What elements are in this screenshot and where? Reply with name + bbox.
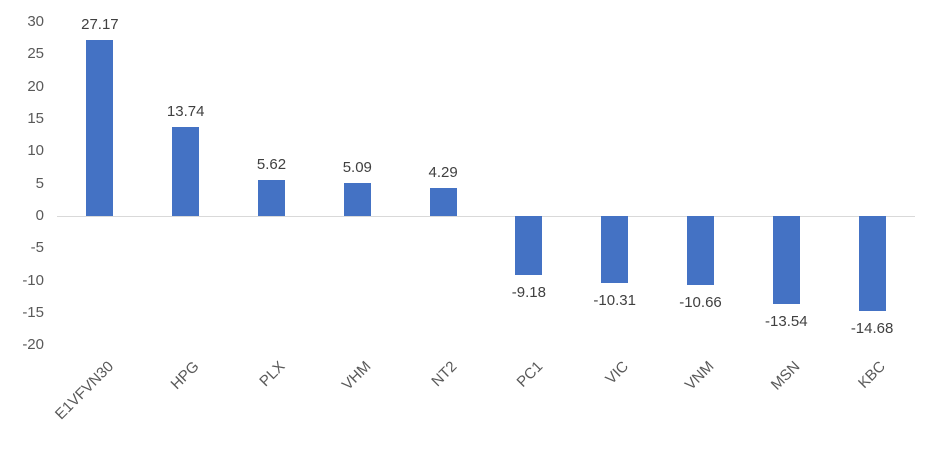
value-label: -14.68 — [850, 319, 894, 337]
y-tick-label: 10 — [27, 142, 44, 160]
y-tick-label: 25 — [27, 45, 44, 63]
value-label: 13.74 — [166, 103, 205, 121]
value-label: -10.66 — [679, 293, 722, 311]
y-tick-label: 30 — [27, 13, 44, 30]
x-category-label: KBC — [855, 358, 890, 392]
bar-vnm — [687, 216, 714, 285]
x-category-label: PC1 — [513, 358, 546, 391]
y-tick-label: 0 — [35, 207, 44, 224]
value-label: 27.17 — [81, 16, 119, 34]
bar-hpg — [172, 127, 200, 216]
bar-vhm — [343, 183, 371, 216]
x-category-label: VNM — [681, 358, 718, 394]
bar-vic — [601, 216, 629, 283]
x-category-label: VIC — [602, 358, 632, 388]
x-category-label: NT2 — [428, 358, 461, 391]
value-label: 5.09 — [342, 159, 372, 177]
bar-e1vfvn30 — [86, 40, 114, 216]
y-tick-label: -10 — [22, 271, 44, 289]
y-tick-label: -20 — [22, 336, 44, 354]
x-category-label: E1VFVN30 — [51, 358, 117, 424]
value-label: 4.29 — [428, 164, 458, 182]
x-category-label: PLX — [256, 358, 289, 391]
bar-pc1 — [515, 216, 543, 276]
y-tick-label: 15 — [27, 110, 44, 127]
y-tick-label: 5 — [35, 174, 44, 192]
x-category-label: HPG — [167, 358, 203, 394]
bar-kbc — [858, 216, 886, 311]
x-category-label: MSN — [767, 358, 804, 394]
y-tick-label: 20 — [27, 77, 44, 95]
bar-plx — [258, 179, 285, 216]
value-label: -10.31 — [593, 291, 636, 309]
value-label: 5.62 — [256, 155, 287, 173]
bar-nt2 — [429, 188, 457, 216]
y-tick-label: -5 — [30, 239, 44, 257]
bar-msn — [772, 216, 800, 304]
value-label: -13.54 — [765, 312, 808, 330]
y-tick-label: -15 — [22, 304, 44, 321]
zero-axis-line — [57, 215, 915, 217]
value-label: -9.18 — [511, 284, 546, 302]
x-category-label: VHM — [338, 358, 375, 394]
